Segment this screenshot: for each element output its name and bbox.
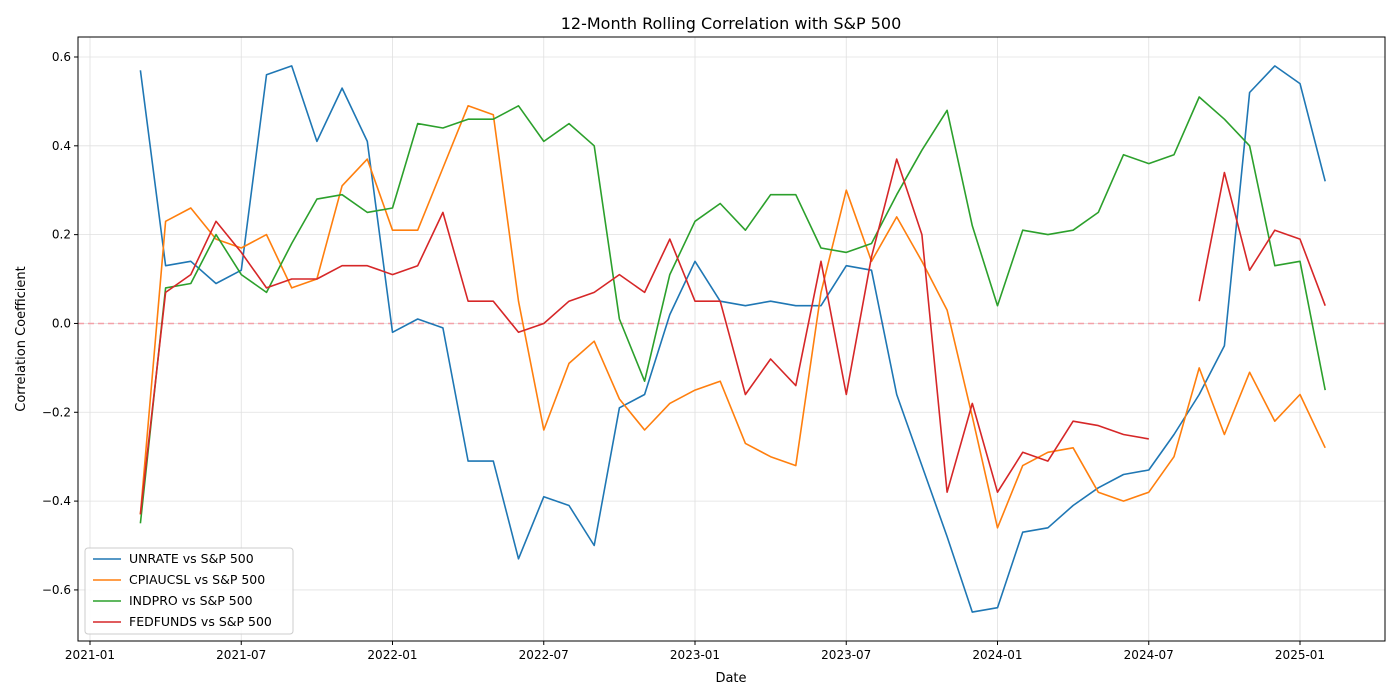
x-tick-label: 2025-01 [1275,648,1325,662]
grid [78,37,1385,641]
legend: UNRATE vs S&P 500 CPIAUCSL vs S&P 500 INDP… [84,547,294,635]
y-tick-label: −0.6 [42,583,71,597]
legend-box [84,547,294,635]
x-tick-label: 2024-01 [972,648,1022,662]
series-line-fedfunds [139,158,1149,515]
y-axis: −0.6 −0.4 −0.2 0.0 0.2 0.4 0.6 [42,50,78,597]
plot-frame [77,36,1386,642]
series-line-cpiaucsl [139,105,1326,529]
series-line-fedfunds [1198,171,1326,306]
y-tick-label: 0.4 [52,139,71,153]
x-axis: 2021-01 2021-07 2022-01 2022-07 2023-01 2023-… [65,641,1325,662]
series-line-unrate [139,65,1326,613]
y-tick-label: −0.2 [42,405,71,419]
x-tick-label: 2022-07 [519,648,569,662]
y-tick-label: 0.6 [52,50,71,64]
x-tick-label: 2021-01 [65,648,115,662]
x-tick-label: 2024-07 [1124,648,1174,662]
x-tick-label: 2021-07 [216,648,266,662]
legend-label-cpiaucsl: CPIAUCSL vs S&P 500 [129,572,265,587]
y-tick-label: −0.4 [42,494,71,508]
x-tick-label: 2022-01 [367,648,417,662]
legend-label-fedfunds: FEDFUNDS vs S&P 500 [129,614,272,629]
y-axis-label: Correlation Coefficient [14,266,29,412]
legend-label-indpro: INDPRO vs S&P 500 [129,593,253,608]
series-line-indpro [139,96,1326,524]
y-tick-label: 0.2 [52,228,71,242]
legend-label-unrate: UNRATE vs S&P 500 [129,551,254,566]
y-tick-label: 0.0 [52,316,71,330]
x-tick-label: 2023-01 [670,648,720,662]
chart-title: 12-Month Rolling Correlation with S&P 50… [561,14,902,33]
series-lines [139,65,1326,613]
x-tick-label: 2023-07 [821,648,871,662]
x-axis-label: Date [715,671,746,686]
